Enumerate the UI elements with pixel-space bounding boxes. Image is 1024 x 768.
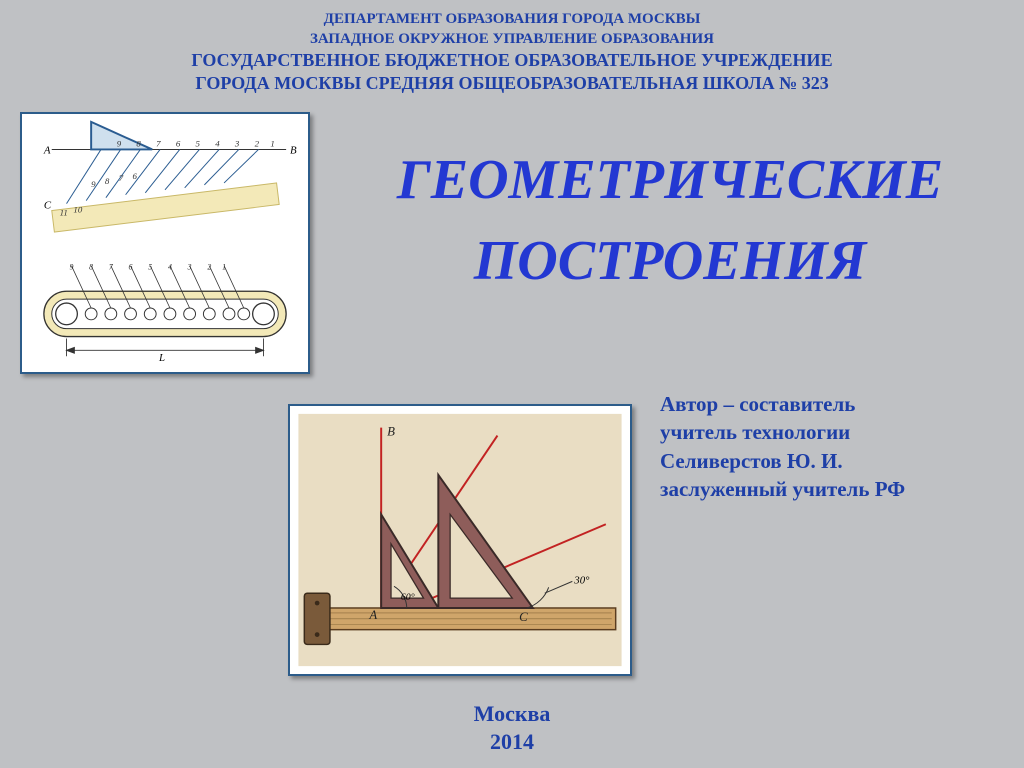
svg-text:2: 2 <box>255 138 260 148</box>
fig2-label-B: B <box>387 425 395 439</box>
author-line-3: Селиверстов Ю. И. <box>660 447 1000 475</box>
svg-text:10: 10 <box>73 204 82 214</box>
svg-text:1: 1 <box>270 138 274 148</box>
svg-text:4: 4 <box>215 138 220 148</box>
header-line-3: ГОСУДАРСТВЕННОЕ БЮДЖЕТНОЕ ОБРАЗОВАТЕЛЬНО… <box>0 49 1024 72</box>
svg-text:8: 8 <box>105 176 110 186</box>
svg-text:6: 6 <box>133 171 138 181</box>
svg-text:8: 8 <box>136 138 141 148</box>
svg-text:9: 9 <box>117 138 122 148</box>
svg-text:5: 5 <box>196 138 201 148</box>
header-line-1: ДЕПАРТАМЕНТ ОБРАЗОВАНИЯ ГОРОДА МОСКВЫ <box>0 10 1024 30</box>
header-line-2: ЗАПАДНОЕ ОКРУЖНОЕ УПРАВЛЕНИЕ ОБРАЗОВАНИЯ <box>0 30 1024 50</box>
svg-text:8: 8 <box>89 263 93 272</box>
header-block: ДЕПАРТАМЕНТ ОБРАЗОВАНИЯ ГОРОДА МОСКВЫ ЗА… <box>0 10 1024 96</box>
title-block: ГЕОМЕТРИЧЕСКИЕ ПОСТРОЕНИЯ <box>330 140 1010 302</box>
fig2-label-A: A <box>368 608 377 622</box>
footer-year: 2014 <box>0 728 1024 756</box>
author-line-2: учитель технологии <box>660 418 1000 446</box>
footer-city: Москва <box>0 700 1024 728</box>
svg-text:5: 5 <box>148 263 152 272</box>
svg-text:2: 2 <box>207 263 211 272</box>
svg-text:11: 11 <box>60 207 68 217</box>
header-line-4: ГОРОДА МОСКВЫ СРЕДНЯЯ ОБЩЕОБРАЗОВАТЕЛЬНА… <box>0 72 1024 95</box>
svg-text:6: 6 <box>129 263 133 272</box>
author-line-4: заслуженный учитель РФ <box>660 475 1000 503</box>
svg-text:1: 1 <box>222 263 226 272</box>
fig1-label-A: A <box>43 144 51 156</box>
figure-1-svg: A B C 987 654 321 <box>22 114 308 372</box>
fig2-angle-30: 30° <box>573 574 590 586</box>
title-word-1: ГЕОМЕТРИЧЕСКИЕ <box>330 140 1010 221</box>
fig2-angle-60: 60° <box>401 592 415 603</box>
figure-2: 60° 30° A B C <box>288 404 632 676</box>
fig1-label-L: L <box>158 352 165 364</box>
figure-2-svg: 60° 30° A B C <box>290 406 630 674</box>
fig2-label-C: C <box>519 610 528 624</box>
svg-text:4: 4 <box>168 263 172 272</box>
svg-text:9: 9 <box>69 263 73 272</box>
svg-text:3: 3 <box>234 138 240 148</box>
fig1-label-C: C <box>44 200 52 212</box>
svg-text:3: 3 <box>187 263 192 272</box>
svg-text:7: 7 <box>119 173 124 183</box>
author-block: Автор – составитель учитель технологии С… <box>660 390 1000 503</box>
svg-text:9: 9 <box>91 179 96 189</box>
svg-text:6: 6 <box>176 138 181 148</box>
fig1-label-B: B <box>290 144 297 156</box>
footer-block: Москва 2014 <box>0 700 1024 755</box>
author-line-1: Автор – составитель <box>660 390 1000 418</box>
figure-1: A B C 987 654 321 <box>20 112 310 374</box>
svg-text:7: 7 <box>156 138 161 148</box>
title-word-2: ПОСТРОЕНИЯ <box>330 221 1010 302</box>
